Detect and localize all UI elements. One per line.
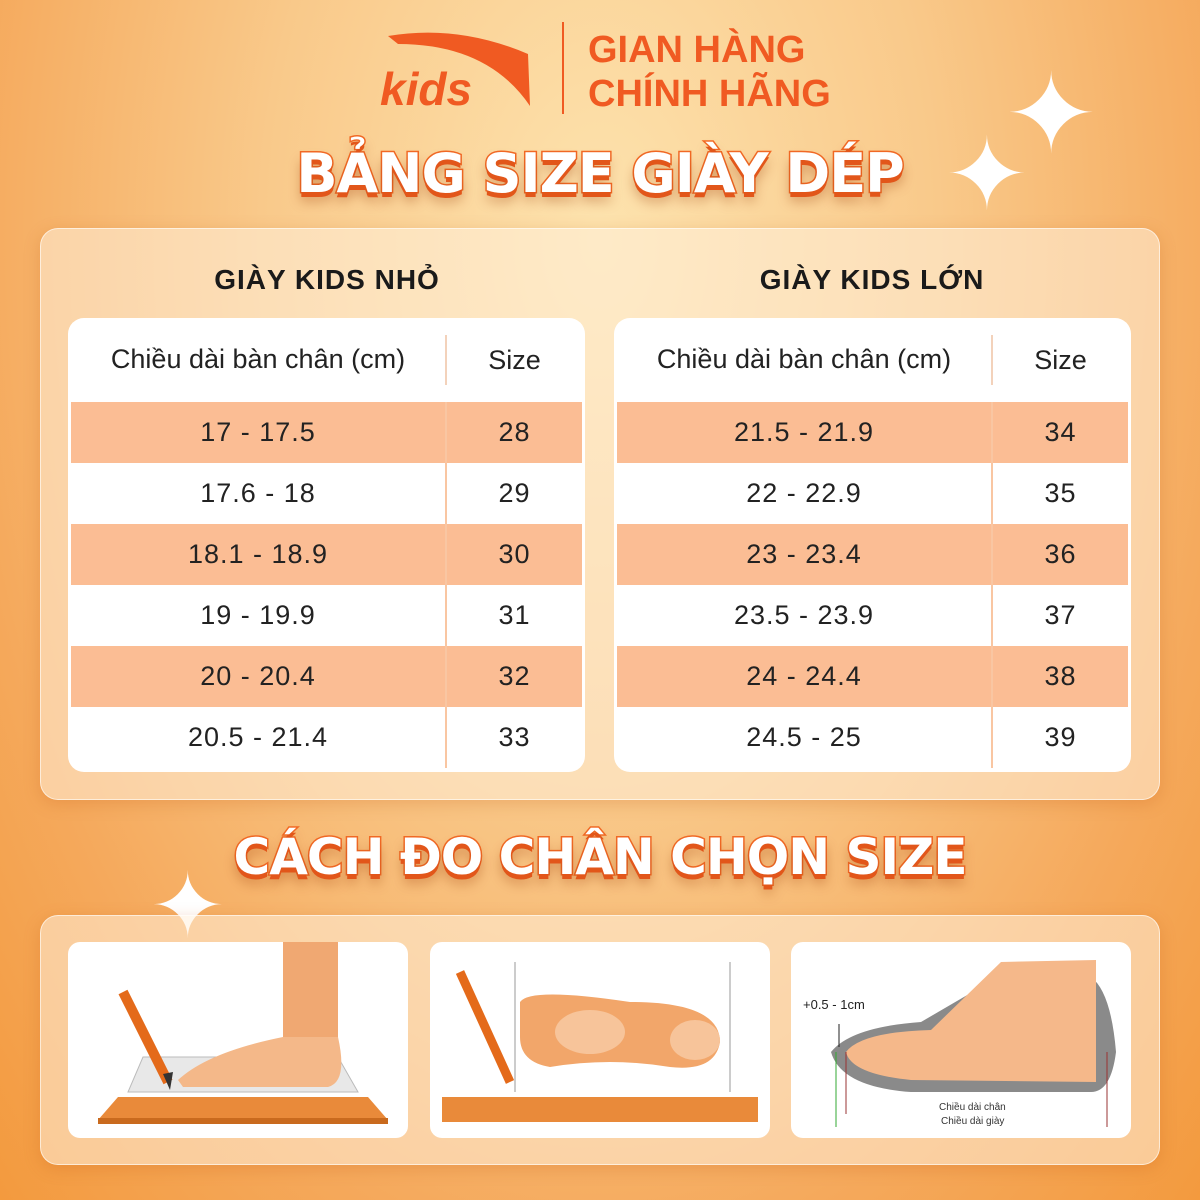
table-row: 17 - 17.5 28 [71, 402, 582, 463]
tagline-line1: GIAN HÀNG [588, 29, 806, 71]
cell-length: 22 - 22.9 [617, 463, 993, 524]
table-row: 17.6 - 18 29 [71, 463, 582, 524]
size-table-small: Chiều dài bàn chân (cm) Size 17 - 17.5 28 … [68, 318, 585, 772]
step-1-illustration [68, 942, 408, 1138]
table-heading-large: GIÀY KIDS LỚN [759, 264, 985, 295]
cell-size: 32 [498, 661, 531, 691]
cell-length: 18.1 - 18.9 [71, 524, 447, 585]
sparkle-icon: ✦ [945, 119, 1029, 231]
table-row: 23.5 - 23.9 37 [617, 585, 1128, 646]
step-2-illustration [430, 942, 770, 1138]
table-row: 24.5 - 25 39 [617, 707, 1128, 768]
logo: kids [378, 24, 538, 115]
cell-length: 17.6 - 18 [71, 463, 447, 524]
foot-length-label: Chiều dài chân [939, 1102, 1006, 1113]
cell-length: 23 - 23.4 [617, 524, 993, 585]
divider [562, 22, 564, 114]
table-row: 20.5 - 21.4 33 [71, 707, 582, 768]
table-row: 18.1 - 18.9 30 [71, 524, 582, 585]
page-title: BẢNG SIZE GIÀY DÉP [295, 141, 906, 207]
size-table-large: Chiều dài bàn chân (cm) Size 21.5 - 21.9 3… [614, 318, 1131, 772]
cell-size: 36 [1044, 539, 1077, 569]
column-header: Size [1034, 344, 1087, 375]
cell-size: 31 [498, 600, 531, 630]
sparkle-icon: ✦ [1005, 53, 1098, 176]
column-header: Chiều dài bàn chân (cm) [617, 334, 993, 386]
section-title: CÁCH ĐO CHÂN CHỌN SIZE [232, 827, 969, 888]
table-row: 19 - 19.9 31 [71, 585, 582, 646]
table-heading-small: GIÀY KIDS NHỎ [214, 264, 440, 295]
cell-size: 39 [1044, 722, 1077, 752]
column-header: Size [488, 344, 541, 375]
cell-length: 24.5 - 25 [617, 707, 993, 768]
cell-size: 33 [498, 722, 531, 752]
tagline-line2: CHÍNH HÃNG [588, 73, 831, 115]
cell-length: 17 - 17.5 [71, 402, 447, 463]
cell-size: 28 [498, 417, 531, 447]
cell-length: 23.5 - 23.9 [617, 585, 993, 646]
step-3-diagram: +0.5 - 1cm Chiều dài chân Chiều dài giày [791, 942, 1131, 1138]
cell-length: 20.5 - 21.4 [71, 707, 447, 768]
brand-tagline: GIAN HÀNG CHÍNH HÃNG [588, 28, 831, 116]
cell-size: 29 [498, 478, 531, 508]
table-row: 23 - 23.4 36 [617, 524, 1128, 585]
cell-length: 24 - 24.4 [617, 646, 993, 707]
column-header: Chiều dài bàn chân (cm) [71, 334, 447, 386]
allowance-label: +0.5 - 1cm [803, 997, 865, 1012]
cell-size: 34 [1044, 417, 1077, 447]
cell-size: 37 [1044, 600, 1077, 630]
table-row: 22 - 22.9 35 [617, 463, 1128, 524]
cell-size: 30 [498, 539, 531, 569]
cell-size: 35 [1044, 478, 1077, 508]
cell-length: 20 - 20.4 [71, 646, 447, 707]
cell-length: 19 - 19.9 [71, 585, 447, 646]
shoe-length-label: Chiều dài giày [941, 1116, 1005, 1127]
table-row: 20 - 20.4 32 [71, 646, 582, 707]
cell-length: 21.5 - 21.9 [617, 402, 993, 463]
table-row: 24 - 24.4 38 [617, 646, 1128, 707]
table-row: 21.5 - 21.9 34 [617, 402, 1128, 463]
cell-size: 38 [1044, 661, 1077, 691]
